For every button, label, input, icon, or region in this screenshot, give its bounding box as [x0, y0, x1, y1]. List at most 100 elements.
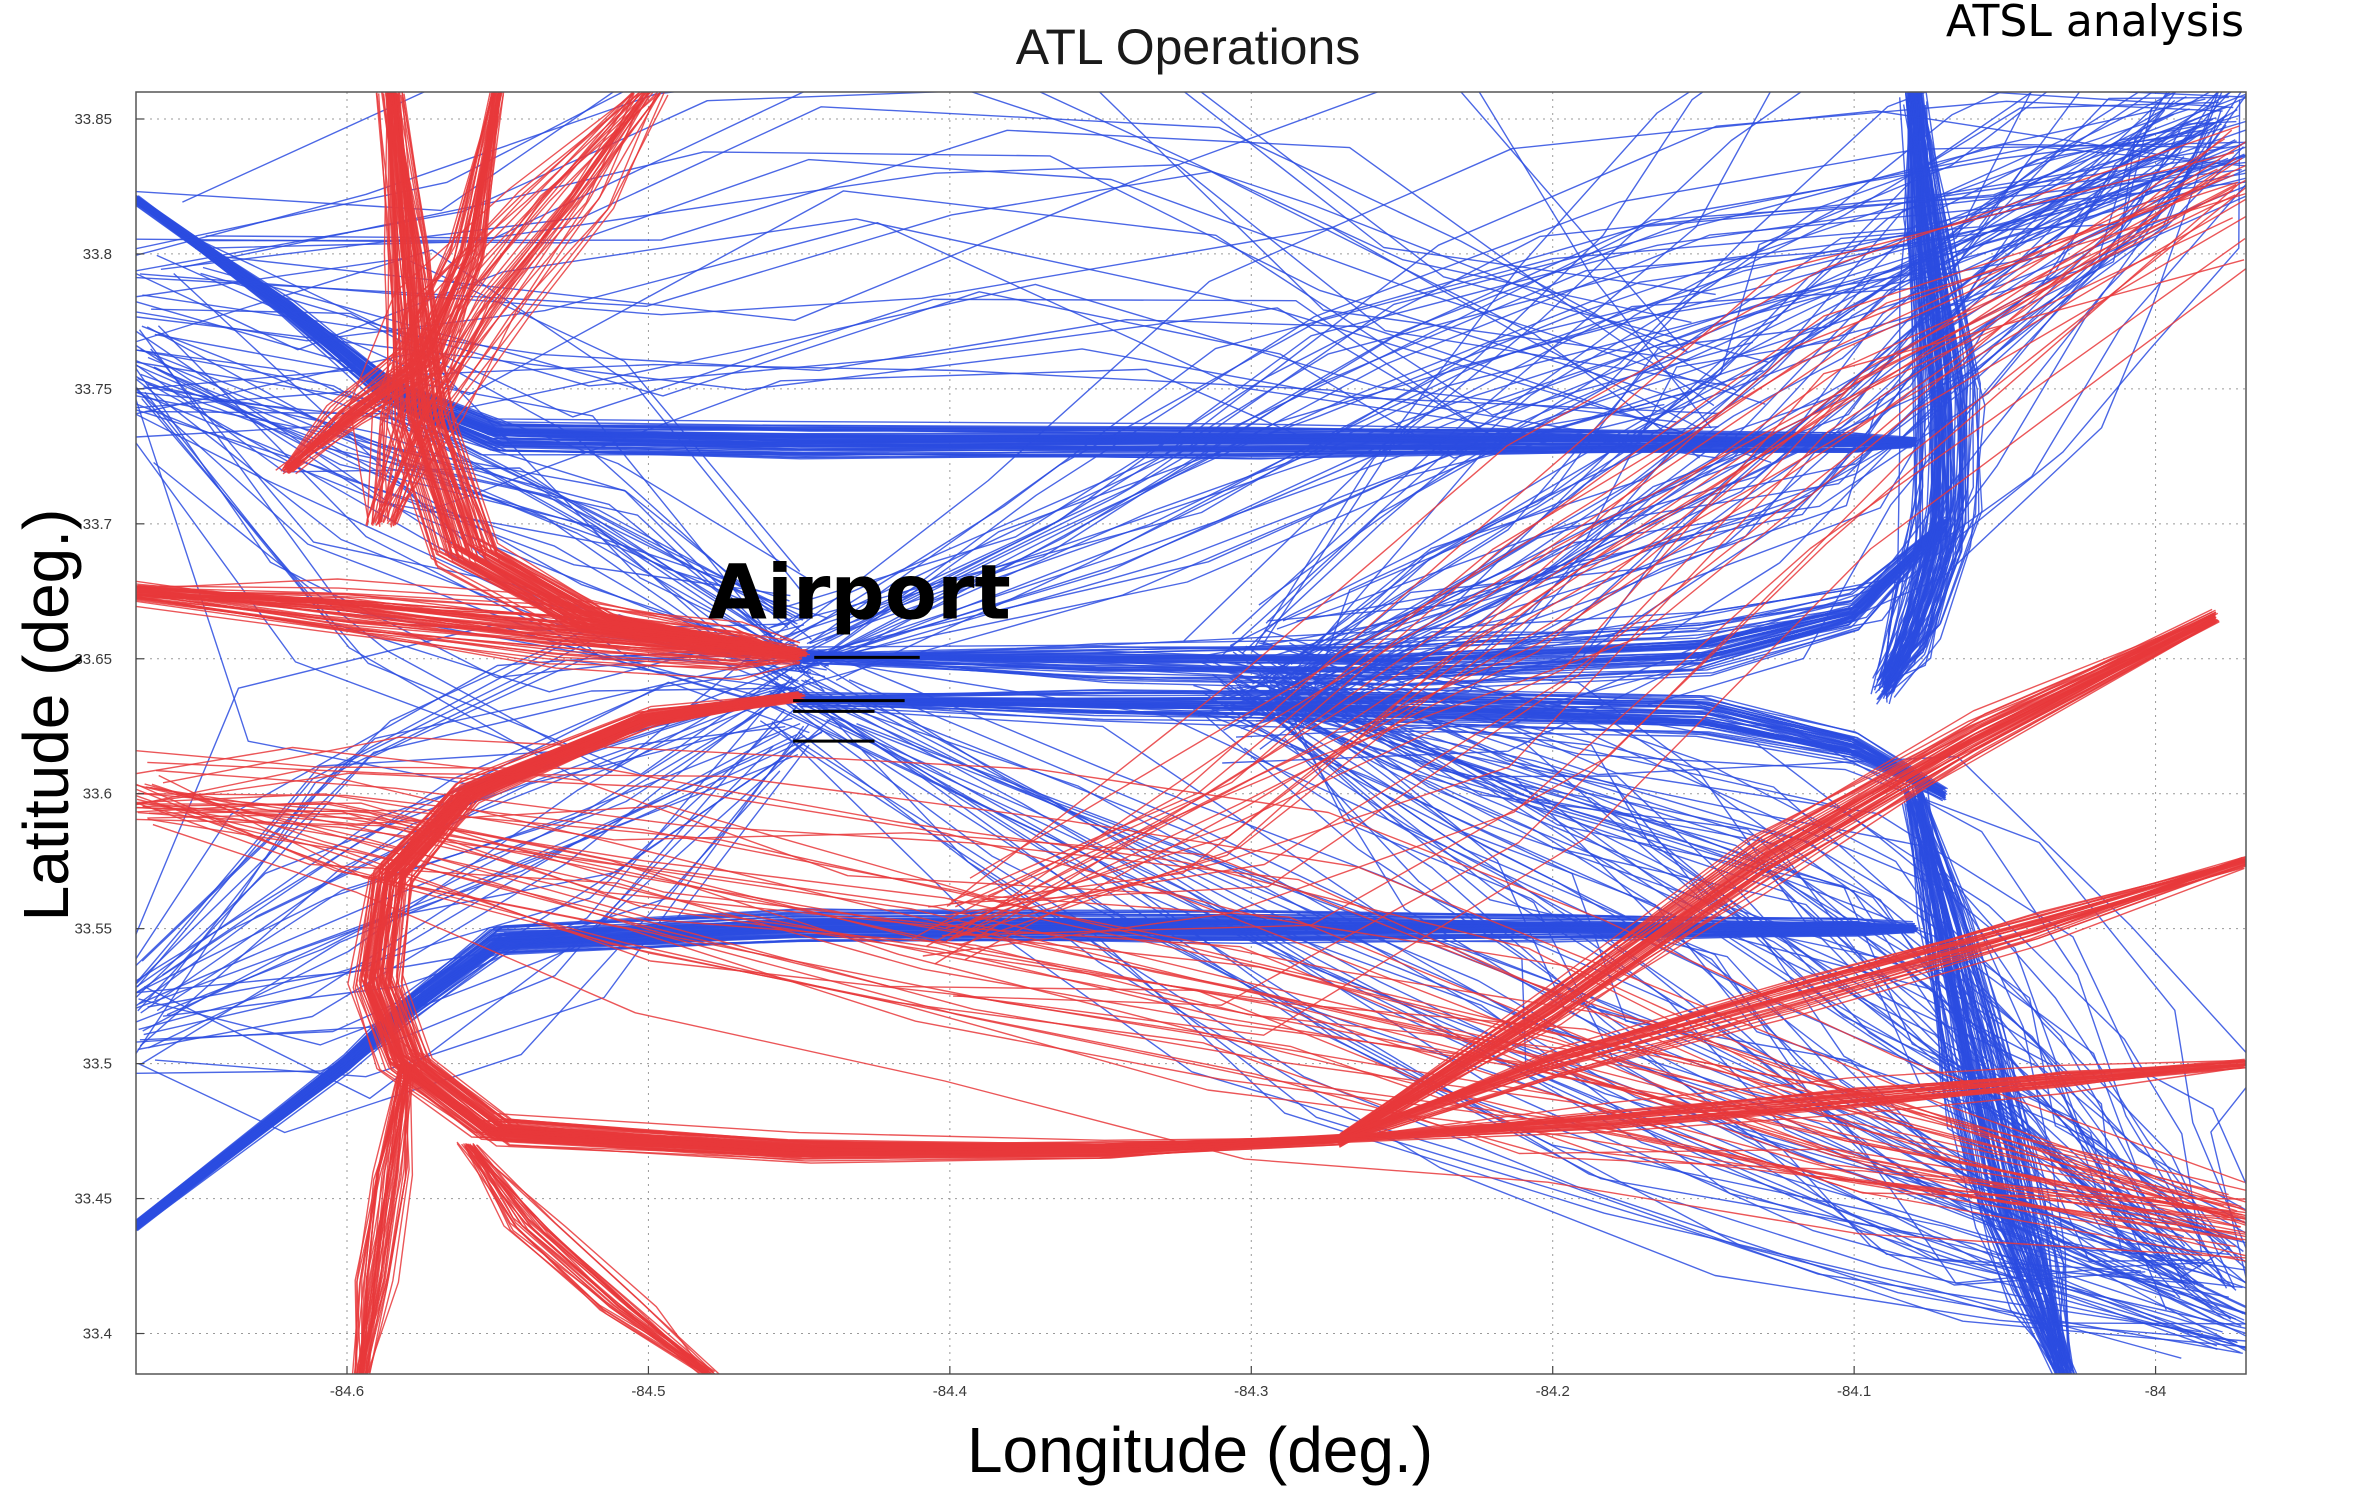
trajectory-bundle-1	[136, 578, 803, 681]
trajectory-22-11	[754, 159, 2221, 664]
trajectory-4-70	[400, 695, 1346, 1158]
trajectory-14-48	[801, 525, 1944, 663]
trajectory-10-11	[136, 793, 2246, 1203]
trajectory-24-23	[136, 222, 1719, 459]
trajectory-19-8	[1297, 698, 2246, 1234]
trajectory-10-32	[150, 787, 2241, 1228]
trajectory-22-23	[756, 169, 2242, 676]
trajectory-22-17	[809, 129, 2246, 645]
trajectory-21-38	[140, 753, 799, 1065]
trajectory-14-46	[800, 525, 1947, 661]
trajectory-8-35	[354, 1064, 403, 1374]
trajectory-10-31	[148, 809, 2238, 1212]
trajectory-7-24	[1343, 1062, 2246, 1140]
trajectory-8-34	[353, 1063, 401, 1374]
trajectory-9-28	[472, 1143, 709, 1372]
trajectory-22-18	[777, 185, 2246, 694]
trajectory-20-5	[147, 383, 804, 621]
trajectory-3-23	[392, 92, 646, 522]
trajectory-1-36	[136, 596, 799, 662]
trajectory-2-40	[285, 92, 494, 468]
trajectory-10-34	[136, 746, 2229, 1196]
trajectory-23-16	[798, 731, 2246, 1342]
trajectory-2-24	[282, 92, 495, 469]
trajectory-3-32	[374, 92, 650, 524]
trajectory-1-49	[136, 578, 797, 660]
trajectory-1-54	[136, 590, 800, 654]
trajectory-19-40	[1249, 689, 2223, 1278]
trajectory-22-2	[840, 143, 2224, 623]
trajectory-18-34	[1261, 107, 2153, 679]
trajectory-24-14	[182, 92, 1687, 352]
trajectory-21-1	[136, 686, 792, 999]
trajectory-2-35	[285, 92, 502, 470]
trajectory-19-32	[1225, 661, 2240, 1262]
trajectory-10-14	[152, 823, 2246, 1259]
trajectory-3-4	[392, 92, 666, 524]
trajectory-series	[136, 92, 2246, 1374]
trajectory-11-20	[969, 192, 2246, 879]
trajectory-24-19	[177, 229, 1689, 444]
trajectory-21-8	[140, 726, 786, 1014]
trajectory-11-9	[928, 217, 2233, 908]
trajectory-17-54	[1918, 803, 2068, 1374]
trajectory-1-43	[136, 594, 801, 664]
trajectory-19-57	[1318, 699, 2246, 1284]
trajectory-11-0	[941, 186, 2246, 937]
trajectory-24-10	[202, 266, 1764, 459]
plot-frame	[135, 91, 2247, 1375]
trajectory-24-1	[139, 227, 1703, 431]
trajectory-11-23	[945, 164, 2246, 943]
trajectory-11-17	[922, 238, 2246, 957]
trajectory-21-0	[147, 706, 798, 1008]
trajectory-16-86	[1893, 109, 1944, 693]
trajectory-10-8	[136, 818, 2244, 1210]
trajectory-6-27	[1344, 865, 2246, 1140]
trajectory-8-32	[354, 1062, 402, 1374]
trajectory-24-21	[136, 171, 1701, 459]
airport-annotation: Airport	[708, 547, 1011, 636]
trajectory-1-46	[136, 600, 800, 681]
trajectory-9-20	[466, 1143, 707, 1374]
trajectory-14-38	[798, 531, 1948, 675]
trajectory-21-20	[137, 651, 798, 1012]
trajectory-10-25	[136, 794, 2236, 1248]
trajectory-16-70	[1883, 94, 1933, 689]
trajectory-1-39	[136, 592, 801, 663]
trajectory-4-74	[378, 697, 1347, 1159]
trajectory-24-16	[185, 129, 1715, 407]
trajectory-24-2	[224, 92, 1712, 429]
trajectory-11-7	[926, 174, 2235, 947]
trajectory-15-24	[799, 701, 1946, 796]
trajectory-18-44	[1300, 113, 2175, 727]
trajectory-3-25	[380, 92, 652, 523]
trajectory-20-29	[136, 397, 779, 788]
trajectory-12-72	[138, 198, 1917, 442]
trajectory-9-26	[461, 1143, 701, 1374]
trajectory-18-40	[1262, 92, 2234, 645]
trajectory-16-89	[1886, 92, 1964, 685]
trajectory-6-8	[1343, 855, 2246, 1141]
trajectory-18-22	[1264, 129, 2205, 701]
trajectory-18-24	[1300, 117, 2217, 671]
trajectory-11-10	[946, 125, 2240, 907]
trajectory-4-76	[368, 696, 1339, 1154]
trajectory-10-2	[147, 761, 2246, 1212]
trajectory-18-26	[1212, 92, 2003, 664]
trajectory-23-23	[808, 656, 2245, 1321]
y-tick-label-2: 33.5	[83, 1056, 112, 1073]
trajectory-22-24	[839, 154, 2246, 655]
x-axis-ticks: -84.6 -84.5 -84.4 -84.3 -84.2 -84.1 -84	[330, 1366, 2166, 1400]
trajectory-1-52	[136, 596, 800, 666]
trajectory-21-36	[143, 718, 831, 1100]
trajectory-22-19	[811, 141, 2246, 659]
trajectory-4-60	[358, 695, 1337, 1151]
trajectory-3-1	[386, 95, 650, 525]
trajectory-19-30	[1289, 642, 2235, 1287]
trajectory-2-16	[284, 92, 495, 469]
source-note: ATSL analysis	[1946, 0, 2244, 47]
trajectory-8-38	[363, 1065, 407, 1374]
trajectory-bundle-3	[348, 92, 669, 528]
trajectory-7-5	[1341, 1066, 2246, 1144]
trajectory-13-65	[138, 924, 1914, 1227]
